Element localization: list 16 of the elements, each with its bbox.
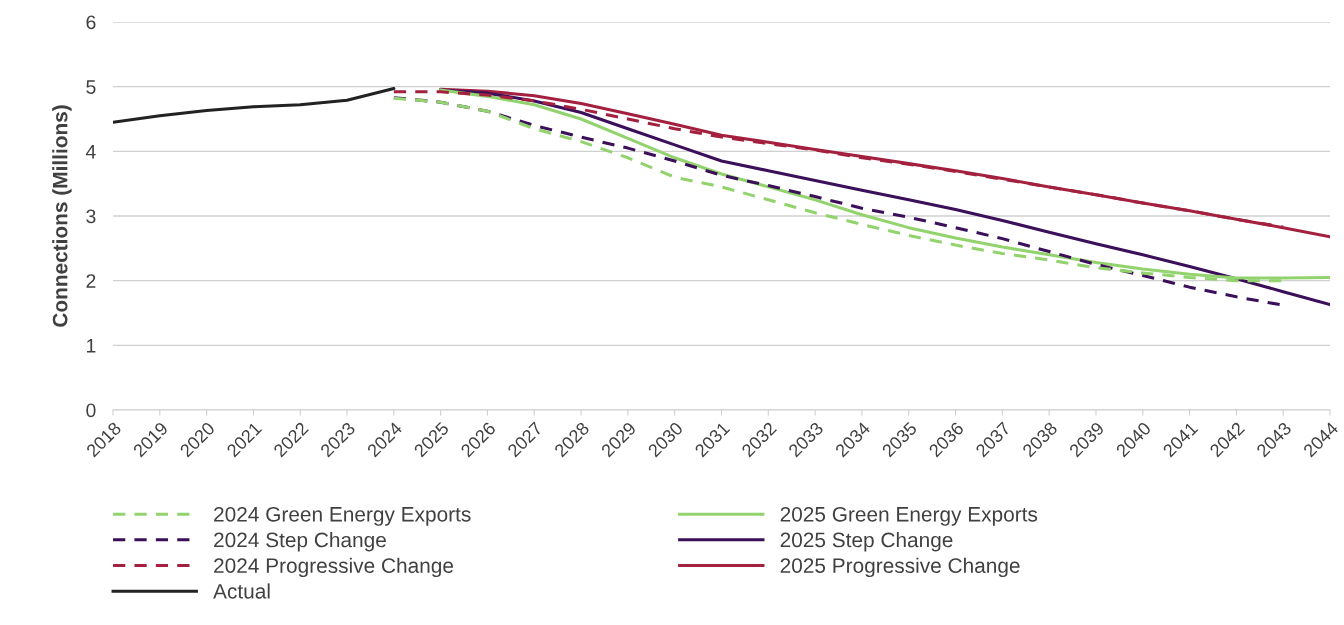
y-tick-label: 0	[86, 403, 96, 418]
legend-label: 2025 Progressive Change	[780, 557, 1020, 578]
y-tick-label: 3	[86, 209, 96, 224]
y-tick-label: 1	[87, 339, 96, 353]
legend-label: Actual	[213, 583, 270, 599]
legend-label: 2025 Green Energy Exports	[780, 506, 1038, 526]
legend-label: 2025 Step Change	[780, 532, 953, 552]
legend-label: 2024 Progressive Change	[214, 557, 454, 578]
y-tick-label: 5	[86, 80, 96, 94]
y-tick-label: 4	[85, 145, 96, 159]
y-tick-label: 2	[86, 274, 96, 288]
y-tick-label: 6	[86, 15, 96, 30]
legend-label: 2024 Green Energy Exports	[214, 506, 471, 526]
legend-label: 2024 Step Change	[214, 532, 386, 552]
line-series	[113, 87, 396, 124]
y-axis-title: Connections (Millions)	[52, 105, 72, 327]
